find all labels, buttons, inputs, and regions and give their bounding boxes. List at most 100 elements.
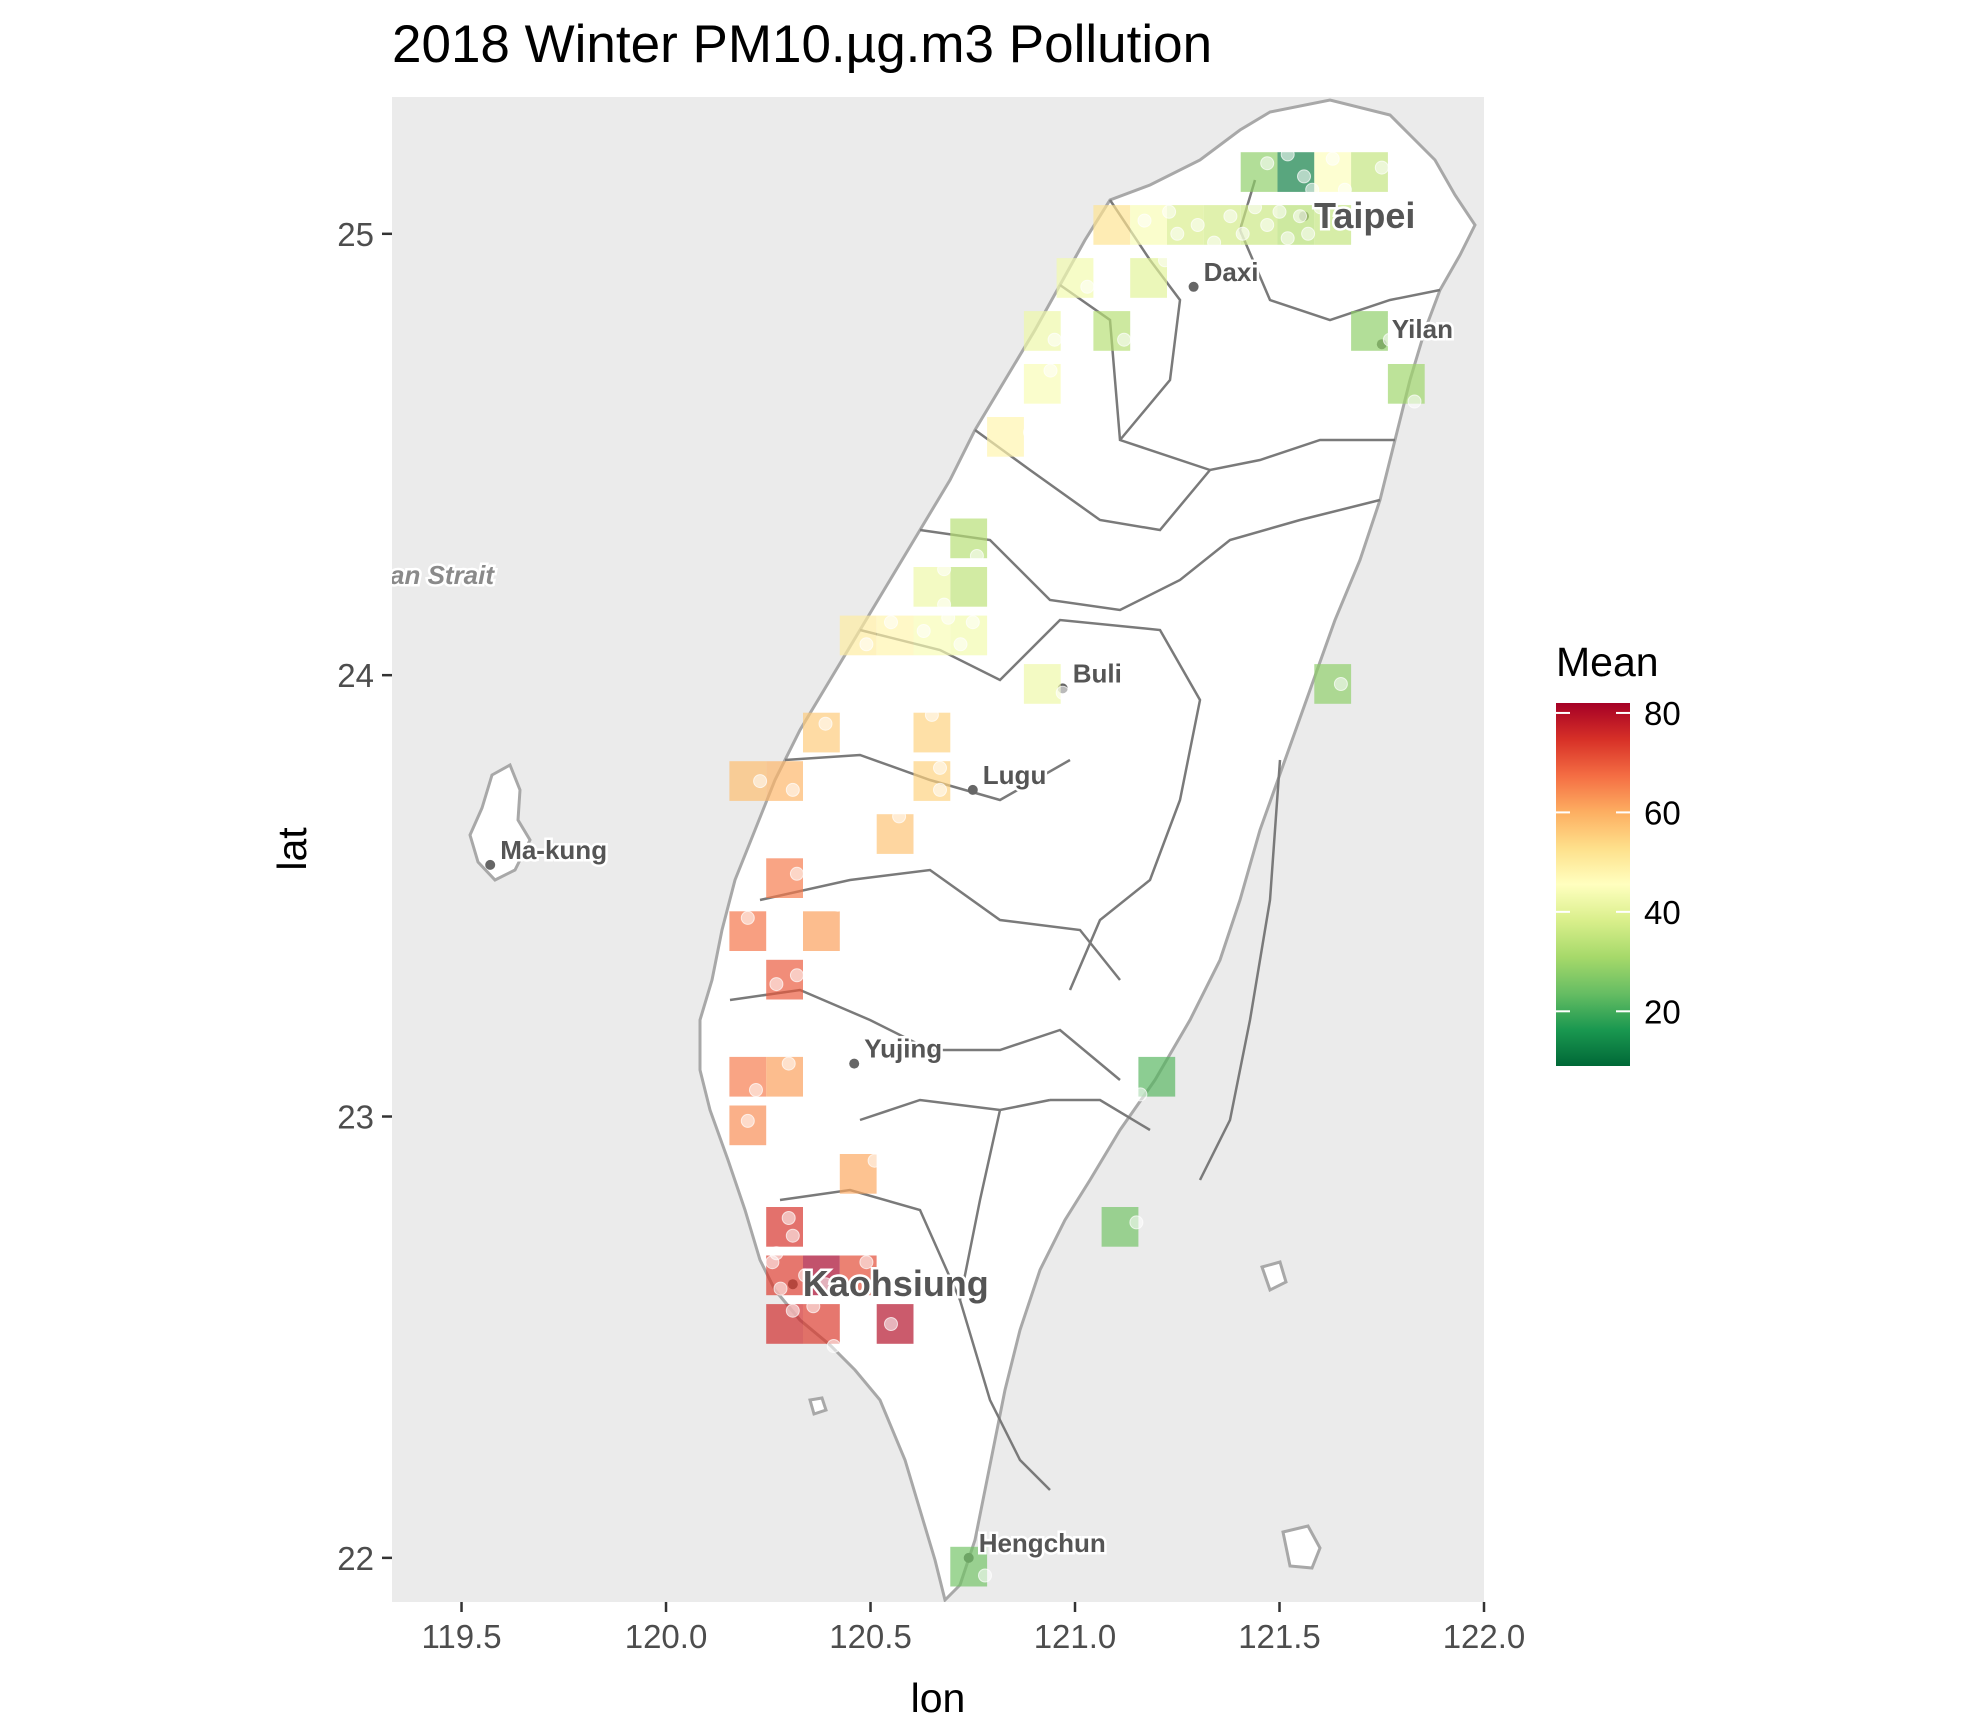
station-point	[1080, 279, 1095, 294]
station-point	[916, 624, 931, 638]
station-point	[781, 1056, 796, 1071]
station-point	[785, 1303, 800, 1318]
station-point	[973, 482, 988, 497]
place-label: Buli	[1073, 658, 1122, 688]
station-point	[773, 1281, 788, 1296]
station-point	[1325, 151, 1340, 166]
station-point	[937, 597, 952, 612]
station-point	[859, 637, 874, 652]
grid-cell	[803, 911, 840, 951]
station-point	[1055, 685, 1070, 700]
station-point	[978, 1568, 992, 1583]
legend-colorbar	[1556, 703, 1630, 1066]
station-point	[1023, 425, 1037, 440]
station-point	[789, 968, 804, 983]
station-point	[1190, 218, 1205, 232]
place-label: Yujing	[864, 1034, 942, 1064]
station-point	[1260, 156, 1275, 171]
station-point	[830, 897, 845, 912]
grid-cell	[1093, 205, 1131, 245]
taiwan-island	[698, 98, 1477, 1602]
basemap-land	[468, 98, 1477, 1602]
station-point	[798, 1268, 813, 1283]
station-point	[1223, 209, 1238, 224]
station-point	[867, 1153, 882, 1168]
station-point	[1374, 160, 1389, 175]
x-tick-label: 120.5	[829, 1618, 912, 1655]
station-point	[1272, 204, 1287, 219]
station-point	[969, 549, 984, 563]
station-point	[1297, 169, 1311, 184]
x-tick-label: 120.0	[625, 1618, 708, 1655]
station-point	[806, 1299, 821, 1314]
station-point	[937, 562, 952, 577]
station-point	[1170, 226, 1185, 241]
station-point	[1190, 248, 1205, 263]
orchid-island	[1281, 1524, 1322, 1570]
station-point	[781, 1211, 796, 1225]
station-point	[1293, 209, 1307, 224]
station-point	[884, 1317, 898, 1331]
station-point	[1158, 253, 1172, 268]
map-panel: an Strait Taipei Daxi Yilan Buli Lugu Ma-kung…	[390, 97, 1484, 1602]
station-point	[1301, 226, 1316, 241]
place-label: Daxi	[1204, 257, 1259, 287]
station-point	[1248, 200, 1262, 215]
station-point	[1280, 231, 1295, 246]
x-tick-label: 121.5	[1238, 1618, 1321, 1655]
legend: Mean 20 40 60 80	[1556, 639, 1681, 1066]
place-label: Lugu	[983, 760, 1047, 790]
station-point	[933, 760, 947, 775]
station-point	[1207, 235, 1222, 250]
station-point	[785, 1228, 800, 1243]
x-tick-label: 121.0	[1034, 1618, 1117, 1655]
station-point	[1382, 332, 1397, 347]
station-point	[789, 866, 804, 881]
place-label: Taipei	[1314, 195, 1415, 236]
place-label: Yilan	[1392, 314, 1453, 344]
x-tick-label: 119.5	[421, 1618, 501, 1655]
station-point	[1305, 182, 1320, 197]
station-point	[1047, 332, 1062, 347]
station-point	[1133, 1087, 1148, 1102]
station-point	[740, 910, 755, 925]
xiaoliuqiu-island	[808, 1396, 828, 1416]
station-point	[785, 782, 800, 797]
station-point	[769, 977, 784, 992]
station-point	[941, 610, 956, 625]
station-point	[1260, 218, 1275, 232]
station-point	[965, 615, 980, 630]
x-axis-title: lon	[911, 1675, 966, 1721]
place-label: Hengchun	[979, 1528, 1106, 1558]
station-point	[892, 809, 907, 824]
y-axis-title: lat	[269, 827, 315, 871]
place-dot	[1188, 281, 1199, 292]
plot-title: 2018 Winter PM10.µg.m3 Pollution	[392, 15, 1212, 74]
place-labels: Taipei Daxi Yilan Buli Lugu Ma-kung Yujing Kaoh…	[498, 193, 1456, 1561]
station-point	[953, 637, 968, 652]
place-dot	[849, 1058, 860, 1069]
place-dot	[967, 784, 978, 795]
monitoring-stations	[740, 147, 1422, 1583]
station-point	[1137, 213, 1152, 228]
station-point	[933, 782, 947, 797]
station-point	[1129, 1215, 1144, 1230]
station-point	[859, 1255, 874, 1270]
place-label: Ma-kung	[500, 835, 607, 865]
penghu-islands	[468, 762, 532, 882]
station-point	[740, 1113, 755, 1128]
y-tick-label: 25	[337, 216, 374, 253]
legend-title: Mean	[1556, 639, 1659, 685]
y-tick-label: 23	[337, 1099, 374, 1136]
station-point	[818, 716, 833, 731]
sea-label: an Strait	[390, 560, 495, 590]
station-point	[1117, 332, 1132, 347]
legend-tick-label: 20	[1644, 993, 1681, 1030]
place-label: Kaohsiung	[803, 1263, 989, 1304]
legend-tick-label: 80	[1644, 695, 1681, 732]
grid-cell	[987, 417, 1024, 457]
station-point	[1337, 182, 1352, 197]
station-point	[818, 1277, 833, 1292]
station-point	[1333, 677, 1348, 691]
